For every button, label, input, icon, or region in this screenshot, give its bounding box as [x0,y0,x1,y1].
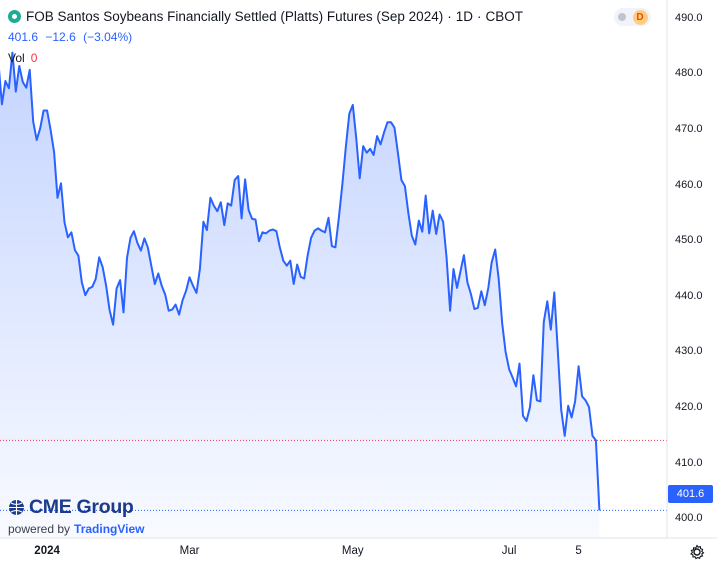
price-tick-label: 450.0 [675,234,703,247]
delayed-data-badge[interactable]: D [632,9,648,25]
time-tick-label: 2024 [34,545,60,557]
price-tick-label: 470.0 [675,122,703,135]
volume-legend: Vol 0 [8,51,37,65]
price-tick-label: 480.0 [675,67,703,80]
exchange-label: CBOT [485,8,523,24]
status-badges[interactable]: D [614,8,651,26]
price-tick-label: 430.0 [675,345,703,358]
cme-group-logo: CME Group [29,496,134,518]
last-price-value: 401.6 [8,30,39,44]
header-separator: · [476,8,482,24]
price-change-percent: (−3.04%) [83,30,133,44]
price-line[interactable] [0,38,601,511]
price-tick-label: 460.0 [675,178,703,191]
price-tick-label: 410.0 [675,456,703,469]
market-closed-icon [617,13,626,21]
time-tick-label: Jul [501,545,517,557]
volume-value: 0 [30,51,38,65]
tradingview-link[interactable]: TradingView [74,522,145,536]
branding[interactable]: CME Group powered by TradingView [8,496,168,536]
header-separator: · [447,8,452,24]
cme-globe-icon [9,500,24,515]
price-area-fill [0,52,600,538]
time-tick-label: Mar [179,545,200,557]
time-tick-label: 5 [575,545,582,557]
price-tick-label: 400.0 [675,512,703,525]
price-tick-label: 440.0 [675,289,703,302]
price-tick-label: 420.0 [675,401,703,414]
chart-header: FOB Santos Soybeans Financially Settled … [8,6,523,26]
interval-label[interactable]: 1D [455,8,473,24]
powered-by-line: powered by TradingView [8,522,168,536]
market-status-icon [8,9,21,23]
quote-line: 401.6 −12.6 (−3.04%) [8,30,136,44]
powered-by-label: powered by [8,522,71,536]
settings-gear-icon[interactable] [689,544,705,560]
price-change: −12.6 [45,30,76,44]
symbol-title[interactable]: FOB Santos Soybeans Financially Settled … [26,8,444,24]
volume-label: Vol [8,51,25,65]
last-price-label: 401.6 [668,485,713,503]
price-tick-label: 490.0 [675,11,703,24]
time-tick-label: May [341,545,364,557]
